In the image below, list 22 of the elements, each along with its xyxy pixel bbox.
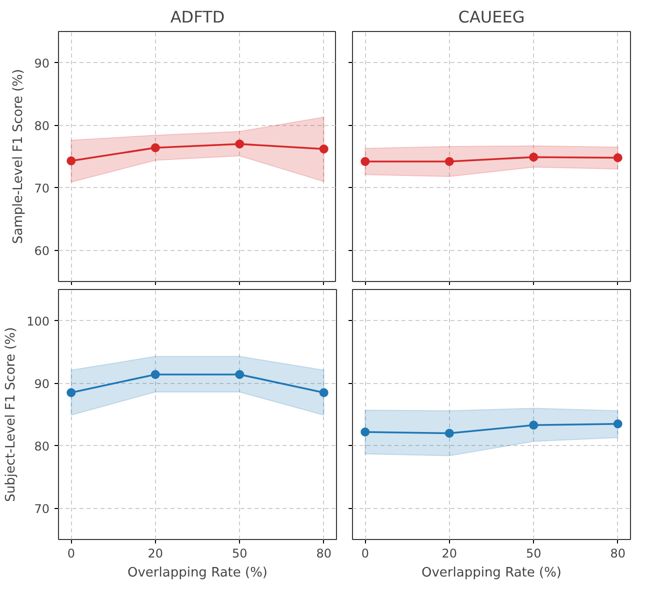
x-axis-title: Overlapping Rate (%) bbox=[421, 566, 562, 580]
x-tick-label: 20 bbox=[148, 546, 164, 560]
x-tick-label: 0 bbox=[361, 546, 369, 560]
x-tick-label: 20 bbox=[442, 546, 458, 560]
x-axis-title: Overlapping Rate (%) bbox=[127, 566, 268, 580]
y-tick-label: 70 bbox=[34, 502, 50, 516]
y-tick-label: 60 bbox=[34, 244, 50, 258]
x-tick-label: 80 bbox=[316, 546, 332, 560]
chart-title: CAUEEG bbox=[458, 8, 525, 26]
y-tick-label: 100 bbox=[26, 314, 50, 328]
y-tick-label: 90 bbox=[34, 56, 50, 70]
y-tick-label: 70 bbox=[34, 181, 50, 196]
x-tick-label: 50 bbox=[232, 546, 248, 560]
y-tick-label: 80 bbox=[34, 439, 50, 454]
y-tick-label: 90 bbox=[34, 376, 50, 391]
chart-title: ADFTD bbox=[170, 8, 225, 26]
x-tick-label: 80 bbox=[610, 546, 626, 560]
x-tick-label: 0 bbox=[67, 546, 75, 560]
x-tick-label: 50 bbox=[526, 546, 542, 560]
y-tick-label: 80 bbox=[34, 118, 50, 133]
y-axis-title: Sample-Level F1 Score (%) bbox=[11, 69, 26, 244]
y-axis-title: Subject-Level F1 Score (%) bbox=[4, 327, 19, 502]
